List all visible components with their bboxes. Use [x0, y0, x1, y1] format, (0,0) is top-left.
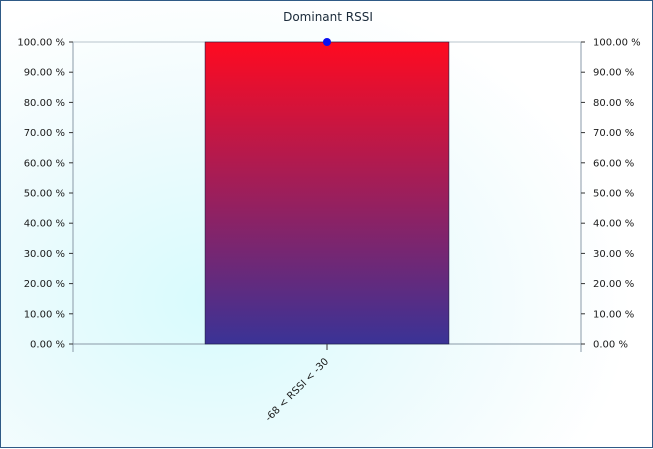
y-tick-label-right: 0.00 % [593, 340, 628, 351]
x-tick-label: -68 < RSSI < -30 [263, 356, 331, 424]
plot-area: 0.00 % 0.00 % 10.00 % 10.00 % 20.00 % 20.00 %… [17, 38, 640, 425]
y-tick-label-left: 30.00 % [24, 249, 65, 260]
y-tick-label-left: 60.00 % [24, 158, 65, 169]
y-tick-label-right: 30.00 % [593, 249, 634, 260]
y-tick-label-left: 40.00 % [24, 219, 65, 230]
y-tick-label-right: 100.00 % [593, 38, 641, 49]
y-tick-label-left: 90.00 % [24, 68, 65, 79]
y-tick-label-left: 100.00 % [17, 38, 65, 49]
y-tick-label-left: 20.00 % [24, 279, 65, 290]
y-tick-label-right: 70.00 % [593, 128, 634, 139]
y-tick-label-left: 10.00 % [24, 309, 65, 320]
y-tick-label-left: 50.00 % [24, 189, 65, 200]
bar [204, 41, 450, 345]
y-tick-label-left: 80.00 % [24, 98, 65, 109]
y-tick-label-right: 50.00 % [593, 189, 634, 200]
data-point-marker [323, 38, 331, 46]
y-tick-label-right: 40.00 % [593, 219, 634, 230]
y-tick-label-right: 10.00 % [593, 309, 634, 320]
y-tick-label-left: 70.00 % [24, 128, 65, 139]
y-tick-label-right: 80.00 % [593, 98, 634, 109]
y-tick-label-right: 60.00 % [593, 158, 634, 169]
y-tick-label-left: 0.00 % [30, 340, 65, 351]
y-tick-label-right: 90.00 % [593, 68, 634, 79]
y-tick-label-right: 20.00 % [593, 279, 634, 290]
chart-title: Dominant RSSI [283, 10, 373, 24]
